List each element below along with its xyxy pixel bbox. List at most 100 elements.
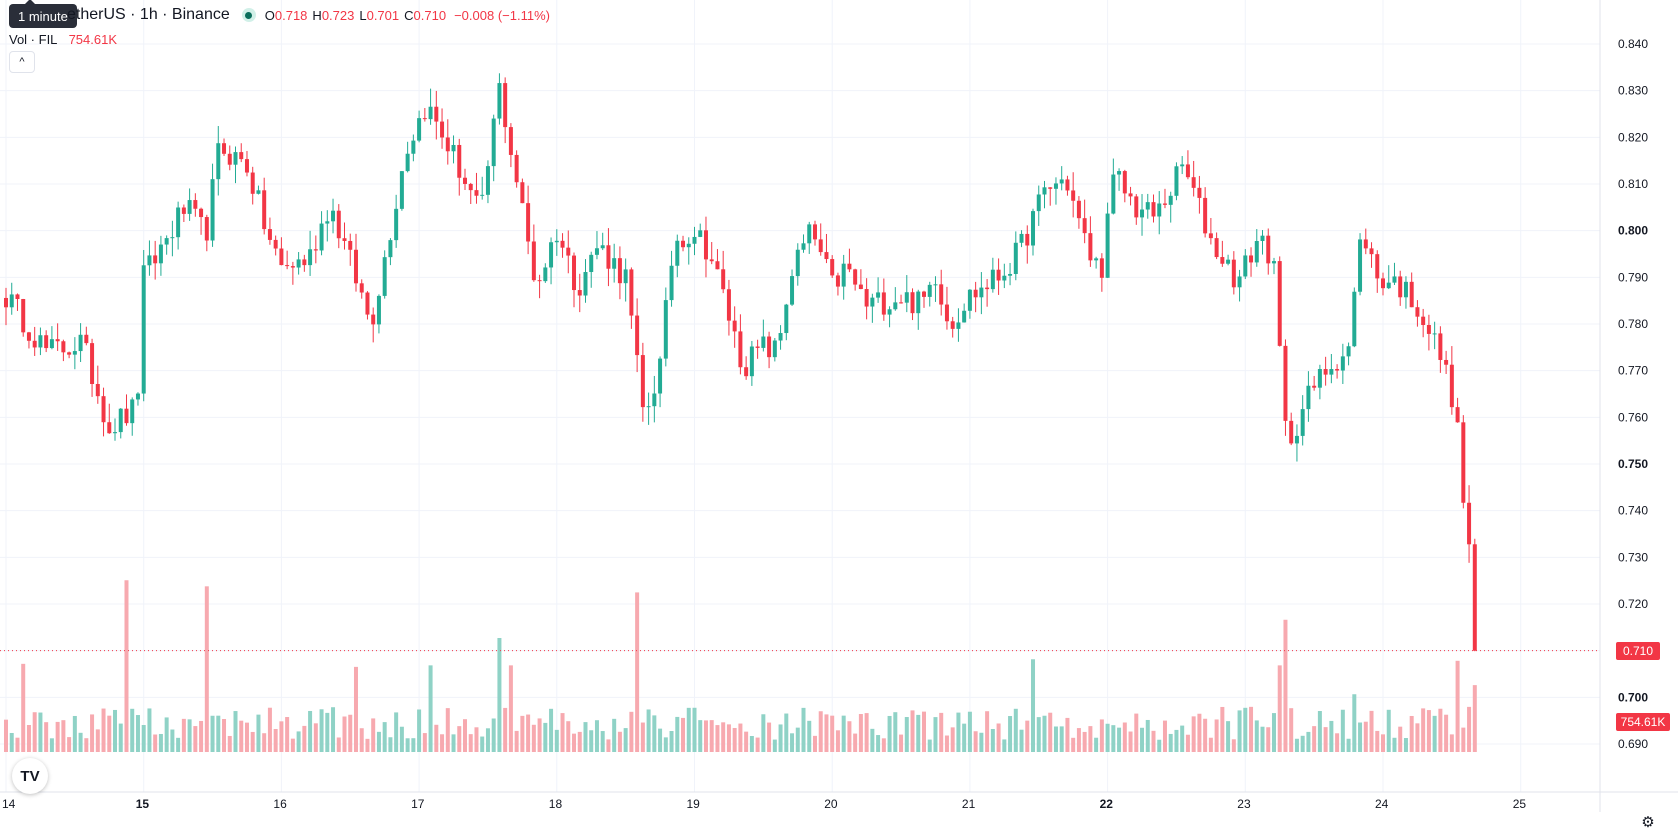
chevron-up-icon: ^ [19,56,25,68]
settings-gear-icon[interactable]: ⚙ [1638,812,1658,832]
volume-bar [858,714,863,752]
candle-up [451,144,456,152]
candle-down [767,336,772,358]
candle-up [1111,174,1116,214]
candle-down [835,275,840,287]
candle-down [1472,544,1477,651]
price-tick-label: 0.720 [1618,597,1648,611]
volume-bar [847,721,852,752]
candle-up [1294,435,1299,444]
volume-bar [348,714,353,752]
volume-bar [944,735,949,752]
volume-bar [537,718,542,752]
collapse-legend-button[interactable]: ^ [9,51,35,73]
volume-bar [1271,713,1276,752]
close-value: 0.710 [413,7,447,23]
volume-bar [1455,660,1460,752]
candle-down [1381,278,1385,289]
symbol-label[interactable]: etherUS · 1h · Binance [67,6,230,23]
volume-bar [1237,710,1242,752]
tradingview-logo-icon[interactable]: TV [12,758,48,794]
volume-bar [990,728,995,752]
candle-down [922,291,926,297]
volume-bar [1323,727,1328,752]
candle-up [1002,275,1007,281]
candle-down [1444,359,1449,365]
candle-down [239,152,244,160]
volume-bar [503,707,508,752]
candle-up [141,265,146,394]
candle-down [26,332,31,341]
price-tick-label: 0.820 [1618,130,1648,144]
candle-down [1197,187,1202,198]
volume-bar [658,728,663,752]
volume-bar [95,729,100,752]
volume-bar [876,735,881,752]
volume-bar [1025,720,1030,752]
candle-up [130,399,135,424]
volume-bar [1461,727,1466,752]
volume-bar [187,719,192,752]
candle-up [411,140,416,154]
volume-bar [468,734,473,752]
volume-bar [319,709,324,752]
volume-bar [1151,730,1156,752]
volume-bar [956,712,961,752]
volume-bar [1002,739,1007,752]
candle-down [474,190,479,196]
candle-up [784,304,789,334]
volume-bar [72,715,77,752]
volume-bar [962,723,967,752]
volume-bar [233,711,238,752]
candle-up [1358,239,1363,292]
volume-bar [1031,659,1036,752]
candle-down [1323,369,1328,375]
volume-bar [285,717,290,752]
candle-down [1375,254,1380,279]
volume-bar [256,714,261,752]
price-tick-label: 0.740 [1618,504,1648,518]
candle-up [147,255,152,266]
time-tick-label: 16 [273,797,287,811]
volume-bar [1335,733,1340,752]
time-tick-label: 19 [687,797,701,811]
volume-bar [1105,723,1110,752]
volume-bar [422,733,427,752]
market-status-icon[interactable] [241,8,256,22]
volume-bar [818,711,823,752]
volume-bar [1421,708,1426,752]
candle-down [950,321,955,329]
volume-bar [1444,714,1449,752]
candle-down [1277,261,1282,346]
candle-up [841,263,846,287]
volume-bar [135,715,140,752]
time-tick-label: 21 [962,797,976,811]
volume-bar [1128,731,1133,752]
gear-glyph: ⚙ [1641,814,1655,831]
volume-bar [204,586,209,752]
volume-bar [772,739,777,752]
candle-down [302,259,307,266]
volume-legend[interactable]: Vol · FIL 754.61K [9,32,117,47]
volume-bar [899,734,904,752]
candle-up [1019,233,1024,243]
candle-up [1042,187,1047,195]
candle-up [1036,194,1041,212]
volume-bar [1162,720,1167,752]
volume-bar [49,738,54,752]
candle-up [319,223,324,251]
volume-bar [434,724,439,752]
volume-bar [967,711,972,752]
high-key: H [312,7,322,23]
candle-up [1013,242,1018,274]
price-tick-label: 0.700 [1618,690,1648,704]
candle-up [876,292,881,298]
volume-bar [296,731,301,752]
candle-down [445,137,450,152]
volume-bar [922,711,926,752]
volume-bar [1099,719,1104,752]
volume-bar [1088,726,1093,752]
candle-up [583,272,588,296]
volume-bar [1398,726,1403,752]
